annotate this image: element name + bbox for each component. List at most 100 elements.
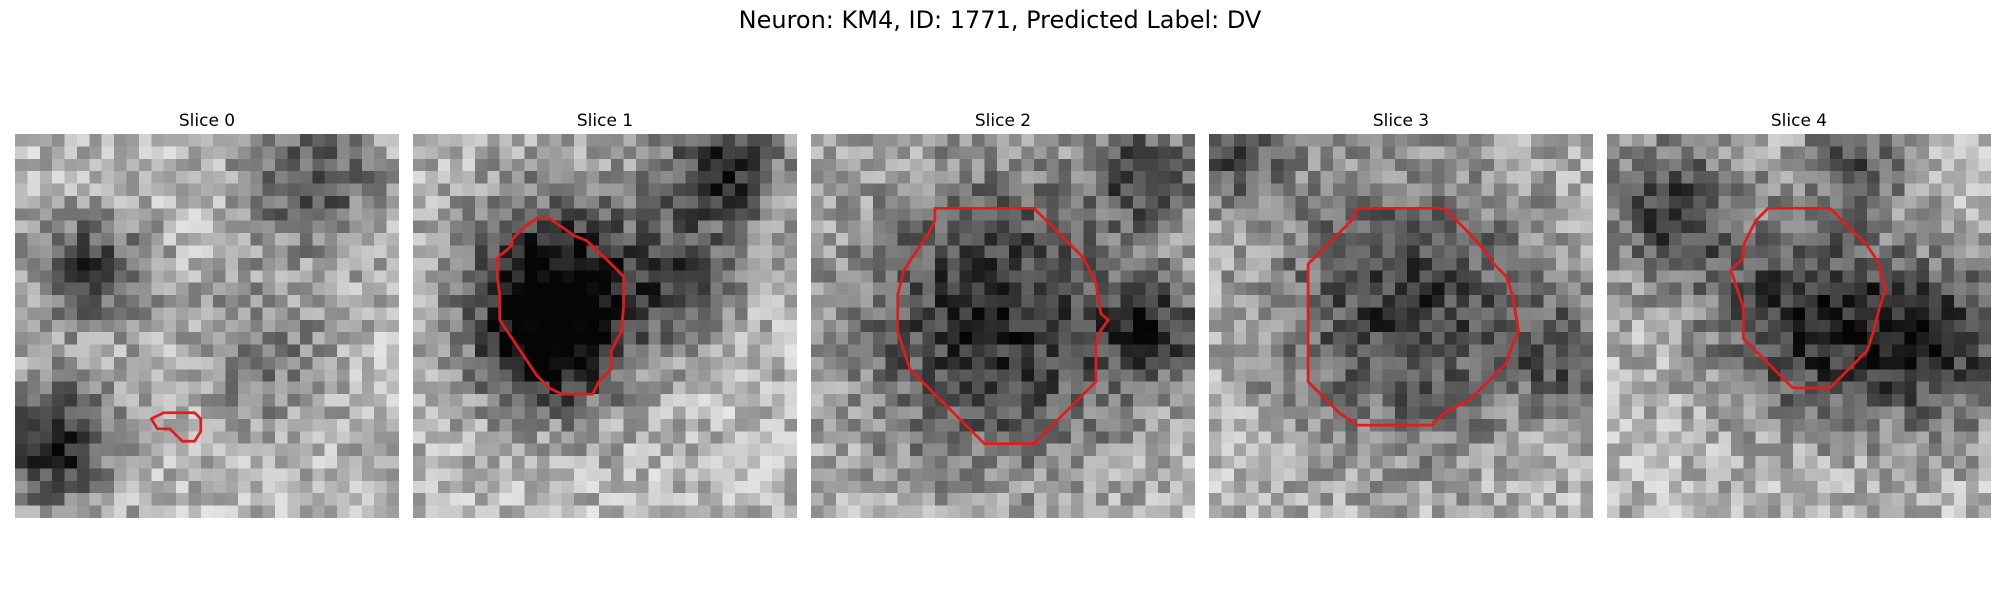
pixel — [1246, 257, 1259, 271]
pixel — [437, 233, 451, 246]
pixel — [361, 319, 375, 333]
pixel — [1345, 146, 1358, 160]
pixel — [15, 319, 28, 333]
pixel — [126, 394, 140, 407]
pixel — [635, 282, 649, 296]
pixel — [885, 282, 898, 296]
pixel — [250, 344, 263, 358]
pixel — [1966, 134, 1979, 147]
pixel — [996, 270, 1010, 283]
pixel — [611, 418, 624, 432]
pixel — [262, 431, 276, 444]
pixel — [1891, 146, 1905, 160]
pixel — [237, 505, 251, 518]
pixel — [1953, 158, 1967, 172]
pixel — [598, 468, 612, 482]
pixel — [1308, 146, 1321, 160]
pixel — [1854, 443, 1868, 457]
pixel — [275, 270, 288, 283]
pixel — [536, 257, 550, 271]
pixel — [910, 208, 923, 221]
pixel — [349, 381, 363, 395]
pixel — [324, 369, 338, 382]
pixel — [1108, 443, 1121, 457]
pixel — [660, 356, 674, 370]
pixel — [27, 270, 41, 283]
pixel — [1568, 195, 1581, 209]
pixel — [1444, 344, 1457, 358]
pixel — [1258, 394, 1272, 407]
pixel — [598, 220, 612, 234]
pixel — [1456, 406, 1470, 420]
pixel — [910, 505, 923, 518]
pixel — [349, 344, 363, 358]
pixel — [1431, 245, 1445, 259]
pixel — [1867, 356, 1880, 370]
pixel — [1941, 356, 1955, 370]
pixel — [648, 257, 661, 271]
pixel — [225, 381, 239, 395]
pixel — [710, 195, 723, 209]
pixel — [722, 505, 736, 518]
pixel — [237, 381, 251, 395]
pixel — [1456, 245, 1470, 259]
pixel — [759, 233, 773, 246]
pixel — [1668, 406, 1682, 420]
pixel — [1730, 406, 1744, 420]
pixel — [1619, 270, 1633, 283]
pixel — [1706, 456, 1719, 469]
pixel — [1357, 183, 1371, 197]
pixel — [1966, 431, 1979, 444]
pixel — [1904, 257, 1917, 271]
pixel — [648, 270, 661, 283]
pixel — [1867, 220, 1880, 234]
pixel — [1083, 257, 1097, 271]
pixel — [823, 183, 837, 197]
pixel — [237, 146, 251, 160]
pixel — [1182, 183, 1195, 197]
pixel — [474, 134, 488, 147]
pixel — [1768, 146, 1781, 160]
pixel — [1929, 307, 1942, 321]
pixel — [1456, 431, 1470, 444]
pixel — [1108, 158, 1121, 172]
pixel — [1058, 134, 1072, 147]
pixel — [1407, 456, 1420, 469]
pixel — [1780, 245, 1794, 259]
pixel — [685, 443, 699, 457]
pixel — [1768, 505, 1781, 518]
pixel — [89, 505, 102, 518]
pixel — [1693, 505, 1707, 518]
pixel — [361, 443, 375, 457]
pixel — [349, 146, 363, 160]
pixel — [1978, 431, 1991, 444]
pixel — [1668, 332, 1682, 345]
pixel — [984, 493, 998, 506]
pixel — [1619, 332, 1633, 345]
pixel — [1233, 257, 1247, 271]
pixel — [1607, 381, 1620, 395]
pixel — [524, 245, 538, 259]
pixel — [1867, 344, 1880, 358]
pixel — [897, 493, 911, 506]
pixel — [561, 356, 575, 370]
pixel — [697, 505, 711, 518]
pixel — [722, 257, 736, 271]
pixel — [1431, 208, 1445, 221]
pixel — [1246, 369, 1259, 382]
pixel — [1246, 233, 1259, 246]
pixel — [735, 245, 748, 259]
pixel — [1693, 493, 1707, 506]
pixel — [673, 183, 686, 197]
pixel — [1891, 195, 1905, 209]
pixel — [1221, 431, 1235, 444]
pixel — [1619, 394, 1633, 407]
pixel — [722, 344, 736, 358]
pixel — [1518, 381, 1532, 395]
pixel — [126, 195, 140, 209]
pixel — [413, 183, 426, 197]
pixel — [299, 443, 313, 457]
pixel — [1009, 295, 1022, 308]
pixel — [1170, 344, 1183, 358]
pixel — [1631, 505, 1645, 518]
